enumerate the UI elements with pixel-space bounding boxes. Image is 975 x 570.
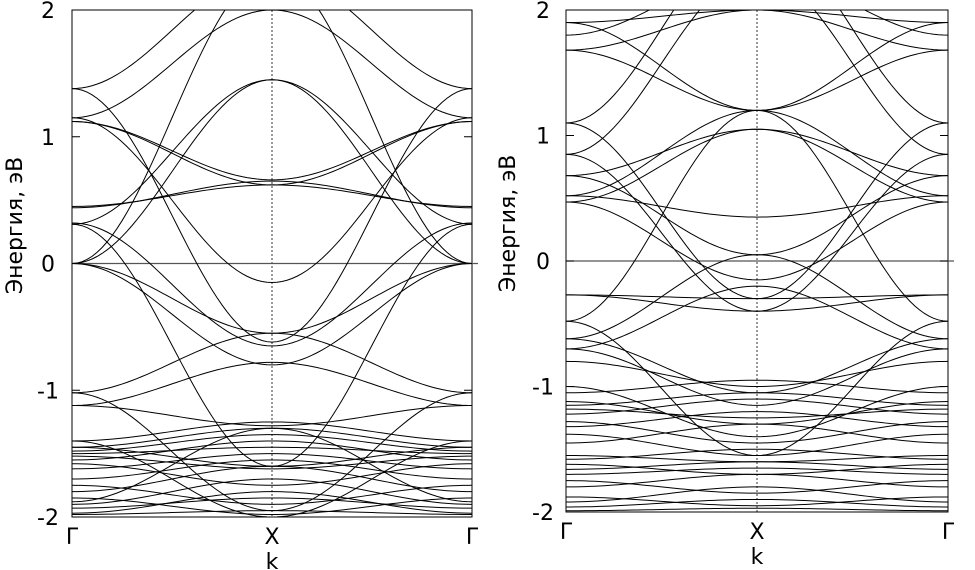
band-line-16 [72,332,472,394]
band-line-17 [566,109,948,322]
band-line-29 [566,398,948,415]
band-line-27 [566,392,948,406]
y-tick-label: 1 [41,126,55,151]
x-tick-label: Γ [66,525,79,550]
band-line-16 [566,294,948,312]
band-line-23 [72,434,472,452]
y-tick-label: -1 [532,376,554,401]
band-line-31 [566,411,948,428]
band-line-11 [72,10,472,264]
band-line-28 [566,408,948,419]
band-line-42 [566,486,948,503]
y-tick-label: -2 [37,506,59,531]
band-line-44 [566,507,948,512]
band-structure-panel-right: -2 -1 0 1 2 Γ X Γk Энергия, эВ [496,0,955,570]
band-line-14 [72,222,472,347]
y-tick-label: 0 [41,253,55,278]
band-line-19 [72,421,472,442]
band-line-12 [566,195,948,218]
band-line-9 [566,128,948,177]
band-line-9 [72,223,472,467]
band-line-0 [72,88,472,343]
band-line-41 [566,496,948,507]
band-line-21 [566,285,948,350]
x-axis-label: k [266,550,279,570]
band-line-37 [566,461,948,470]
x-tick-label: Γ [942,520,955,545]
band-line-6 [566,10,948,124]
band-structure-panel-left: -2 -1 0 1 2 Γ X Γk Энергия, эВ [3,0,479,570]
band-line-3 [72,10,472,119]
y-tick-label: 2 [41,0,55,24]
x-axis-label: k [751,545,764,570]
y-axis-label: Энергия, эВ [496,155,521,293]
y-tick-label: -2 [532,501,554,526]
band-line-31 [72,465,472,493]
y-tick-label: 1 [536,125,550,150]
band-line-36 [72,510,472,515]
band-line-27 [72,463,472,486]
band-line-34 [72,497,472,509]
band-line-2 [72,117,472,284]
x-tick-label: Γ [560,520,573,545]
x-tick-label: X [749,520,764,545]
band-line-32 [72,497,472,515]
band-line-23 [566,360,948,388]
band-line-2 [566,10,948,36]
band-line-22 [566,348,948,406]
band-line-33 [72,478,472,505]
band-line-18 [72,361,472,406]
band-line-13 [566,128,948,203]
band-line-30 [566,421,948,444]
y-tick-label: -1 [37,379,59,404]
band-line-4 [566,10,948,51]
band-line-12 [72,79,472,264]
band-line-26 [72,440,472,461]
band-line-38 [566,467,948,475]
band-line-13 [72,263,472,366]
band-line-24 [72,446,472,455]
band-line-25 [72,455,472,470]
y-tick-label: 0 [536,250,550,275]
band-line-5 [72,121,472,181]
band-line-28 [72,453,472,470]
band-line-35 [72,491,472,514]
band-line-19 [566,254,948,340]
band-line-1 [72,10,472,90]
band-line-7 [72,180,472,209]
band-line-17 [72,404,472,427]
band-line-29 [72,459,472,480]
band-line-24 [566,386,948,438]
band-line-37 [72,427,472,503]
band-line-43 [566,498,948,508]
band-line-8 [566,10,948,155]
band-line-33 [566,423,948,444]
band-line-32 [566,433,948,457]
band-line-40 [566,473,948,488]
band-line-30 [72,484,472,505]
y-tick-label: 2 [536,0,550,24]
x-tick-label: X [264,525,279,550]
band-line-20 [72,440,472,517]
x-tick-label: Γ [466,525,479,550]
band-line-35 [566,448,948,460]
band-line-14 [566,201,948,281]
band-line-15 [566,294,948,300]
y-axis-label: Энергия, эВ [3,157,28,295]
band-line-25 [566,379,948,394]
